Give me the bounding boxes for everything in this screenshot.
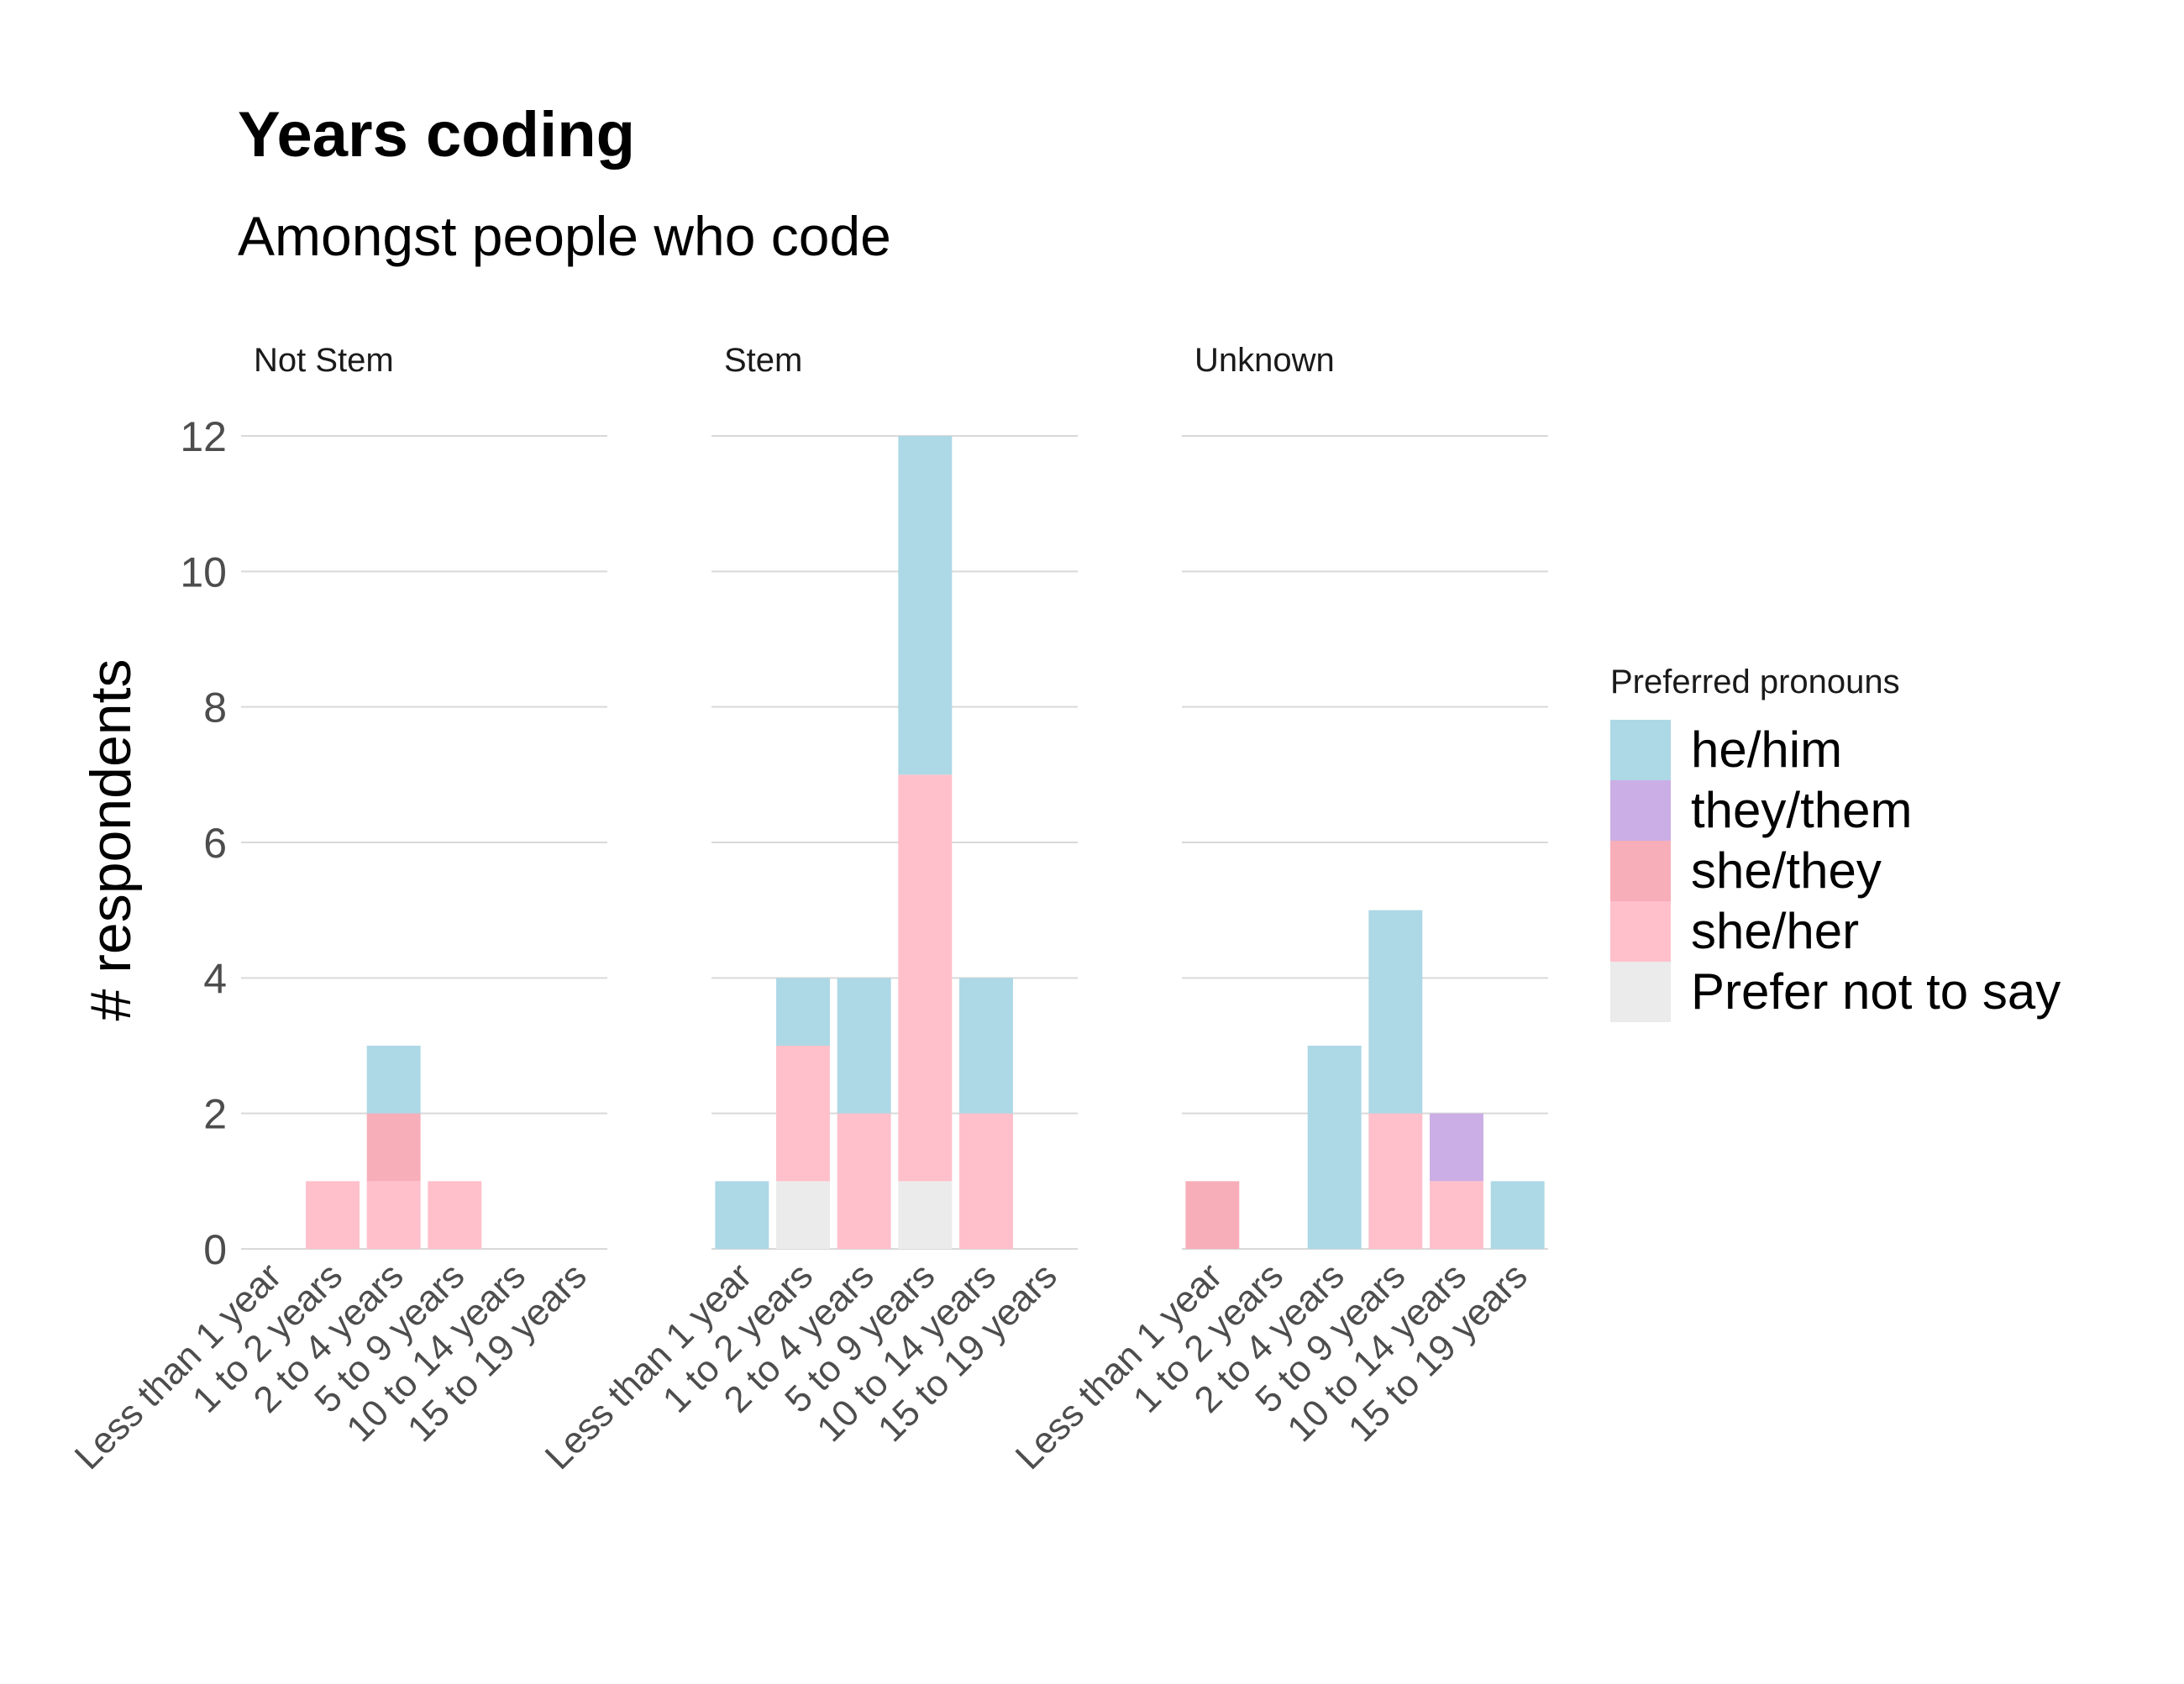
y-tick-label: 6 — [203, 820, 227, 867]
bar-segment — [898, 436, 953, 775]
bar-segment — [1368, 910, 1423, 1114]
y-tick-label: 10 — [180, 548, 227, 595]
bar-segment — [776, 1181, 830, 1249]
legend-key — [1610, 720, 1671, 780]
legend-item: he/him — [1610, 720, 1842, 780]
bar-segment — [428, 1181, 482, 1249]
legend-label: they/them — [1691, 782, 1912, 838]
chart-title: Years coding — [238, 99, 635, 170]
legend-label: Prefer not to say — [1691, 963, 2061, 1020]
bar-segment — [959, 978, 1013, 1114]
y-tick-label: 0 — [203, 1226, 227, 1273]
facet-label: Stem — [724, 342, 802, 379]
legend-title: Preferred pronouns — [1610, 664, 1900, 700]
legend-item: Prefer not to say — [1610, 962, 2061, 1022]
bar-segment — [1490, 1181, 1545, 1249]
bar-segment — [898, 774, 953, 1182]
bar-segment — [366, 1046, 421, 1114]
y-tick-label: 2 — [203, 1091, 227, 1138]
legend-item: she/they — [1610, 841, 1882, 901]
bar-segment — [837, 978, 891, 1114]
y-axis-label: # respondents — [79, 659, 143, 1021]
legend-label: she/her — [1691, 903, 1859, 959]
bar-segment — [776, 978, 830, 1046]
legend-item: she/her — [1610, 901, 1859, 962]
chart-subtitle: Amongst people who code — [238, 205, 891, 267]
y-tick-label: 4 — [203, 955, 227, 1002]
y-tick-label: 8 — [203, 685, 227, 732]
legend-item: they/them — [1610, 780, 1912, 841]
legend-label: he/him — [1691, 721, 1842, 778]
bar-segment — [366, 1113, 421, 1182]
y-tick-label: 12 — [180, 413, 227, 460]
facet-label: Not Stem — [254, 342, 394, 379]
bar-segment — [306, 1181, 360, 1249]
legend-key — [1610, 841, 1671, 901]
bar-segment — [1368, 1113, 1423, 1249]
legend-key — [1610, 780, 1671, 841]
facet-label: Unknown — [1194, 342, 1335, 379]
bar-segment — [898, 1181, 953, 1249]
bar-segment — [837, 1113, 891, 1249]
bar-segment — [1307, 1046, 1362, 1249]
legend-label: she/they — [1691, 842, 1882, 899]
bar-segment — [1430, 1113, 1483, 1182]
bar-segment — [776, 1046, 830, 1182]
bar-segment — [1185, 1181, 1240, 1249]
legend-key — [1610, 962, 1671, 1022]
bar-segment — [1430, 1181, 1483, 1249]
bar-segment — [959, 1113, 1013, 1249]
bar-segment — [715, 1181, 769, 1249]
legend-key — [1610, 901, 1671, 962]
bar-segment — [366, 1181, 421, 1249]
